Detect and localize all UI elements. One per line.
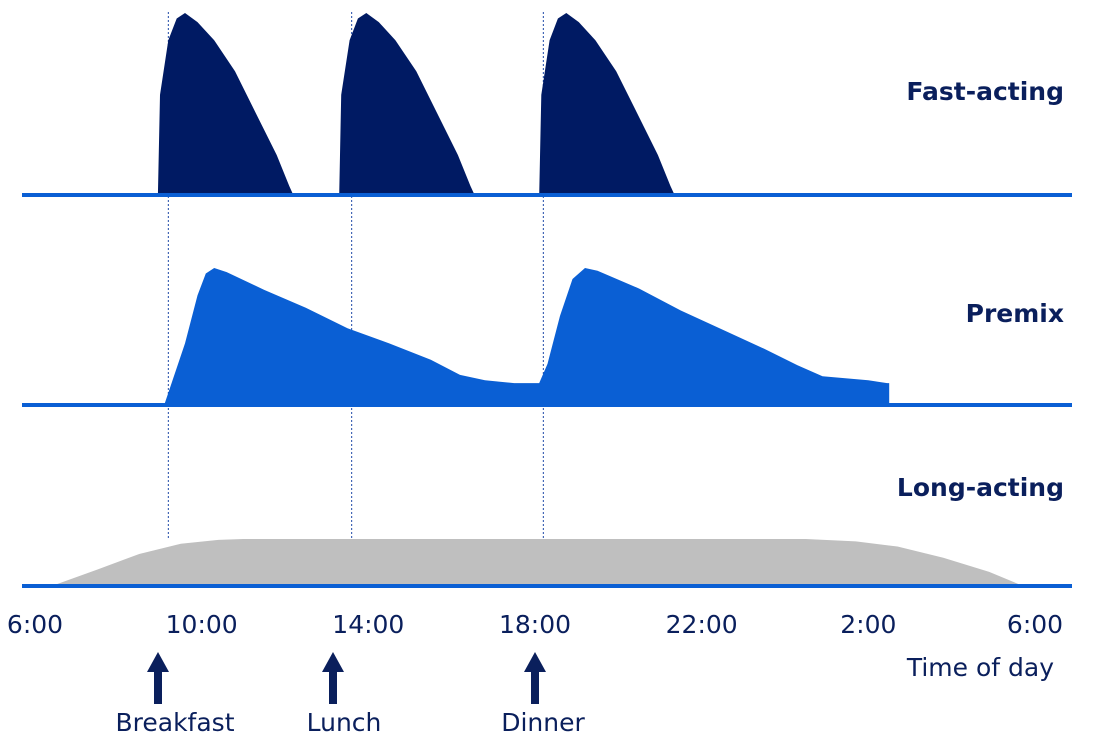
x-tick-label: 18:00 [499,610,571,639]
x-tick-label: 6:00 [1007,610,1063,639]
x-tick-label: 14:00 [332,610,404,639]
track-label-long-acting: Long-acting [897,473,1064,502]
meal-arrow [524,652,546,704]
x-axis-ticks: 6:00 10:00 14:00 18:00 22:00 2:00 6:00 [7,610,1063,639]
series-areas [51,13,1023,586]
series-area-fast-acting-2 [539,13,675,195]
track-label-fast-acting: Fast-acting [906,77,1064,106]
series-area-premix-3 [164,268,890,405]
track-label-premix: Premix [966,299,1064,328]
track-baselines [22,193,1072,588]
series-area-fast-acting-1 [339,13,475,195]
x-axis-title: Time of day [906,653,1054,682]
x-tick-label: 22:00 [666,610,738,639]
meal-markers: Breakfast Lunch Dinner [115,652,585,737]
meal-label: Breakfast [115,708,234,737]
track-labels: Fast-acting Premix Long-acting [897,77,1064,502]
x-tick-label: 6:00 [7,610,63,639]
x-tick-label: 2:00 [840,610,896,639]
series-area-fast-acting-0 [157,13,294,195]
meal-label: Lunch [307,708,382,737]
series-area-long-acting-4 [51,539,1023,586]
meal-arrow [322,652,344,704]
meal-arrow [147,652,169,704]
meal-label: Dinner [501,708,585,737]
x-tick-label: 10:00 [166,610,238,639]
